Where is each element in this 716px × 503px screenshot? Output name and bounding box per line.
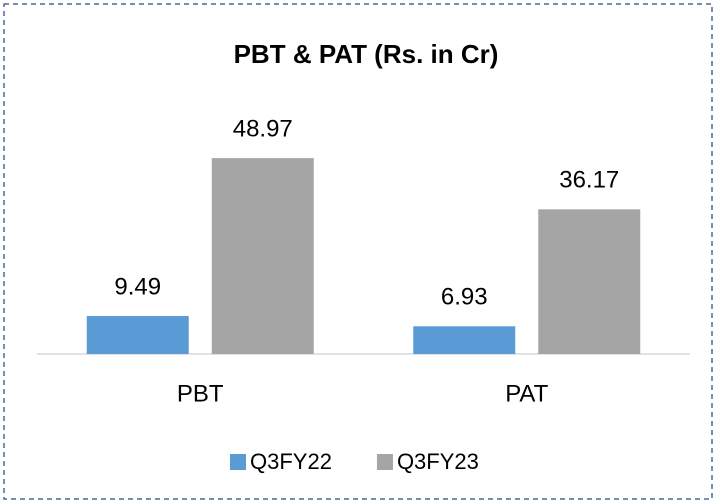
legend-label: Q3FY22 — [250, 449, 332, 474]
bar — [86, 316, 189, 354]
bar — [211, 158, 314, 354]
chart-title: PBT & PAT (Rs. in Cr) — [234, 39, 499, 69]
data-label: 6.93 — [441, 284, 488, 311]
data-label: 36.17 — [559, 167, 619, 194]
legend-swatch — [230, 454, 246, 470]
data-label: 48.97 — [233, 115, 293, 142]
x-tick-label: PBT — [177, 380, 224, 407]
legend-swatch — [376, 454, 393, 470]
x-tick-label: PAT — [505, 380, 548, 407]
data-label: 9.49 — [114, 273, 161, 300]
legend-label: Q3FY23 — [397, 449, 479, 474]
bar — [538, 209, 641, 354]
bar — [413, 326, 516, 354]
